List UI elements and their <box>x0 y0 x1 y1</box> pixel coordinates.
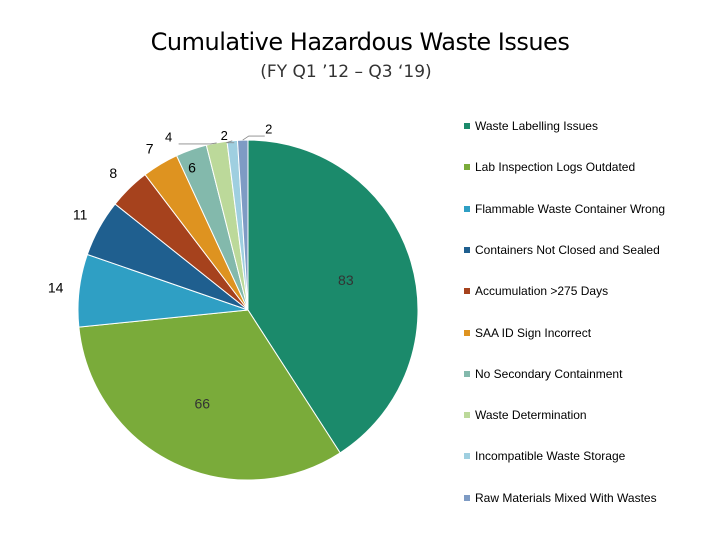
data-label: 14 <box>48 279 64 295</box>
legend-swatch <box>464 205 470 212</box>
legend-swatch <box>464 370 470 377</box>
legend-label: Containers Not Closed and Sealed <box>475 242 660 257</box>
legend-label: Raw Materials Mixed With Wastes <box>475 490 657 505</box>
data-label: 6 <box>188 160 196 176</box>
legend-swatch <box>464 494 470 501</box>
pie-slice <box>247 139 419 454</box>
legend-label: Waste Labelling Issues <box>475 119 598 133</box>
legend-item: Incompatible Waste Storage <box>464 446 625 466</box>
data-labels: 83 66 14 11 8 7 6 4 2 2 <box>48 122 354 412</box>
legend-item: Containers Not Closed and Sealed <box>464 240 660 260</box>
data-label: 2 <box>265 122 272 137</box>
legend-label: Incompatible Waste Storage <box>475 449 626 464</box>
legend-label: Waste Determination <box>475 408 587 423</box>
data-label: 8 <box>109 165 117 181</box>
legend-item: Waste Labelling Issues <box>464 116 598 136</box>
data-label: 7 <box>146 140 154 156</box>
legend-swatch <box>464 123 470 129</box>
legend-swatch <box>464 453 470 460</box>
data-label: 83 <box>338 272 354 288</box>
leader-lines <box>178 135 265 145</box>
legend-item: Flammable Waste Container Wrong <box>464 199 665 219</box>
legend-swatch <box>464 412 470 419</box>
leader-line <box>178 142 217 145</box>
legend-swatch <box>464 329 470 336</box>
legend-label: SAA ID Sign Incorrect <box>475 325 592 340</box>
legend-label: Flammable Waste Container Wrong <box>475 201 666 216</box>
pie-slices <box>77 139 419 481</box>
legend-item: No Secondary Containment <box>464 364 622 384</box>
data-label: 66 <box>194 396 210 412</box>
leader-line <box>226 140 235 144</box>
legend-item: Accumulation >275 Days <box>464 281 608 301</box>
data-label: 11 <box>73 207 88 223</box>
legend-label: Lab Inspection Logs Outdated <box>475 160 636 175</box>
pie-slice <box>236 139 249 311</box>
pie-slice <box>78 309 341 481</box>
legend-label: No Secondary Containment <box>475 366 623 381</box>
legend-swatch <box>464 246 470 253</box>
legend-item: Waste Determination <box>464 405 587 425</box>
legend-item: Raw Materials Mixed With Wastes <box>464 488 657 508</box>
chart-title: Cumulative Hazardous Waste Issues <box>150 28 570 56</box>
data-label: 2 <box>221 128 228 143</box>
legend-item: Lab Inspection Logs Outdated <box>464 157 635 177</box>
data-label: 4 <box>165 129 172 144</box>
legend-label: Accumulation >275 Days <box>475 284 609 299</box>
legend-swatch <box>464 288 470 295</box>
chart-subtitle: (FY Q1 ’12 – Q3 ‘19) <box>260 62 432 82</box>
legend-item: SAA ID Sign Incorrect <box>464 323 591 343</box>
leader-line <box>242 135 265 141</box>
legend-swatch <box>464 164 470 171</box>
